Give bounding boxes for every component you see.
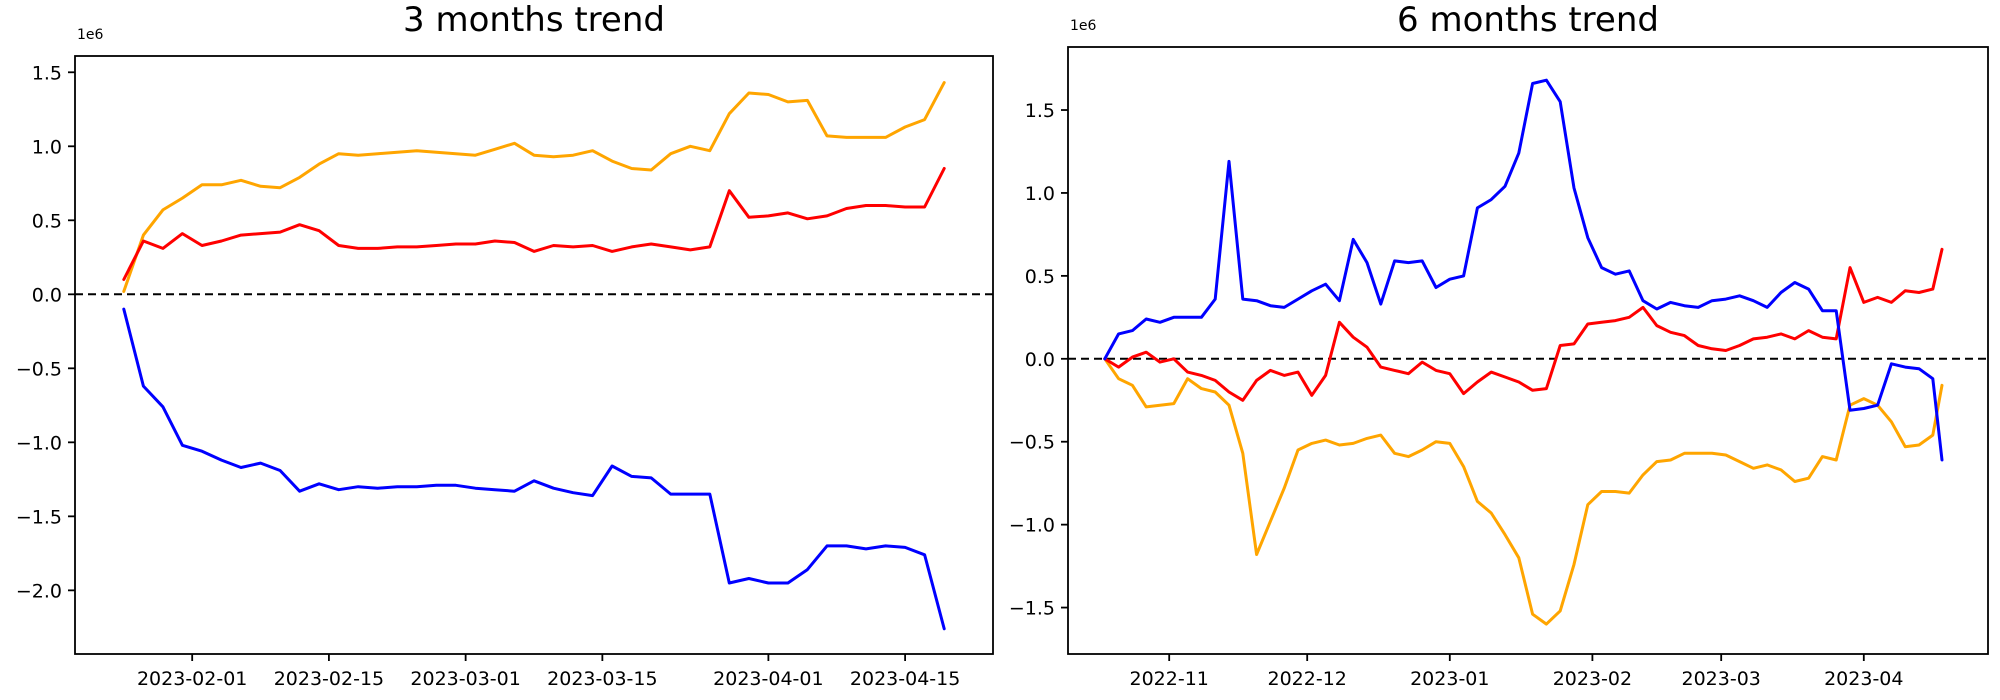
y-tick-label: 1.5: [32, 62, 62, 84]
axes-border: [74, 55, 994, 655]
y-tick-label: 0.0: [32, 284, 62, 306]
y-tick-label: −1.0: [1009, 515, 1055, 537]
x-tick-label: 2023-03-15: [547, 668, 657, 690]
y-tick-label: 1.5: [1025, 100, 1055, 122]
x-tick-label: 2023-03: [1682, 668, 1761, 690]
chart-title-6-months: 6 months trend: [1397, 0, 1659, 40]
x-tick-label: 2022-11: [1130, 668, 1209, 690]
orange-line: [1103, 357, 1944, 626]
x-tick-label: 2023-02-15: [274, 668, 384, 690]
y-tick-label: 0.5: [32, 210, 62, 232]
line-plot-6-months: 2022-11 2022-12 2023-01 2023-02 2023-03 2023-…: [1009, 46, 1989, 690]
x-tick-label: 2023-02: [1553, 668, 1632, 690]
y-tick-label: 1.0: [1025, 183, 1055, 205]
x-tick-label: 2023-04-15: [850, 668, 960, 690]
y-axis-offset-label: 1e6: [1070, 18, 1097, 34]
axes-border: [1067, 46, 1989, 655]
y-tick-label: 0.0: [1025, 349, 1055, 371]
x-tick-label: 2023-04: [1824, 668, 1903, 690]
y-tick-label: −1.0: [16, 432, 62, 454]
blue-line: [1103, 78, 1944, 462]
blue-line: [122, 307, 946, 631]
subplot-3-months-trend: 3 months trend 1e6 2023-02-01 2023-02-15 2…: [16, 0, 994, 690]
x-tick-label: 2022-12: [1268, 668, 1347, 690]
y-tick-label: −0.5: [16, 358, 62, 380]
x-tick-label: 2023-04-01: [713, 668, 823, 690]
subplot-6-months-trend: 6 months trend 1e6 2022-11 2022-12 2023-01…: [1000, 0, 2000, 700]
y-tick-label: −0.5: [1009, 432, 1055, 454]
y-tick-label: −1.5: [1009, 598, 1055, 620]
y-tick-label: 0.5: [1025, 266, 1055, 288]
red-line: [122, 167, 946, 281]
red-line: [1103, 247, 1944, 402]
x-tick-label: 2023-03-01: [410, 668, 520, 690]
y-tick-label: −2.0: [16, 580, 62, 602]
line-plot-3-months: 2023-02-01 2023-02-15 2023-03-01 2023-03-15…: [16, 55, 994, 690]
x-tick-label: 2023-02-01: [137, 668, 247, 690]
y-tick-label: 1.0: [32, 136, 62, 158]
orange-line: [122, 81, 946, 293]
y-tick-label: −1.5: [16, 506, 62, 528]
y-axis-offset-label: 1e6: [77, 27, 104, 43]
x-tick-label: 2023-01: [1410, 668, 1489, 690]
chart-title-3-months: 3 months trend: [403, 0, 665, 40]
